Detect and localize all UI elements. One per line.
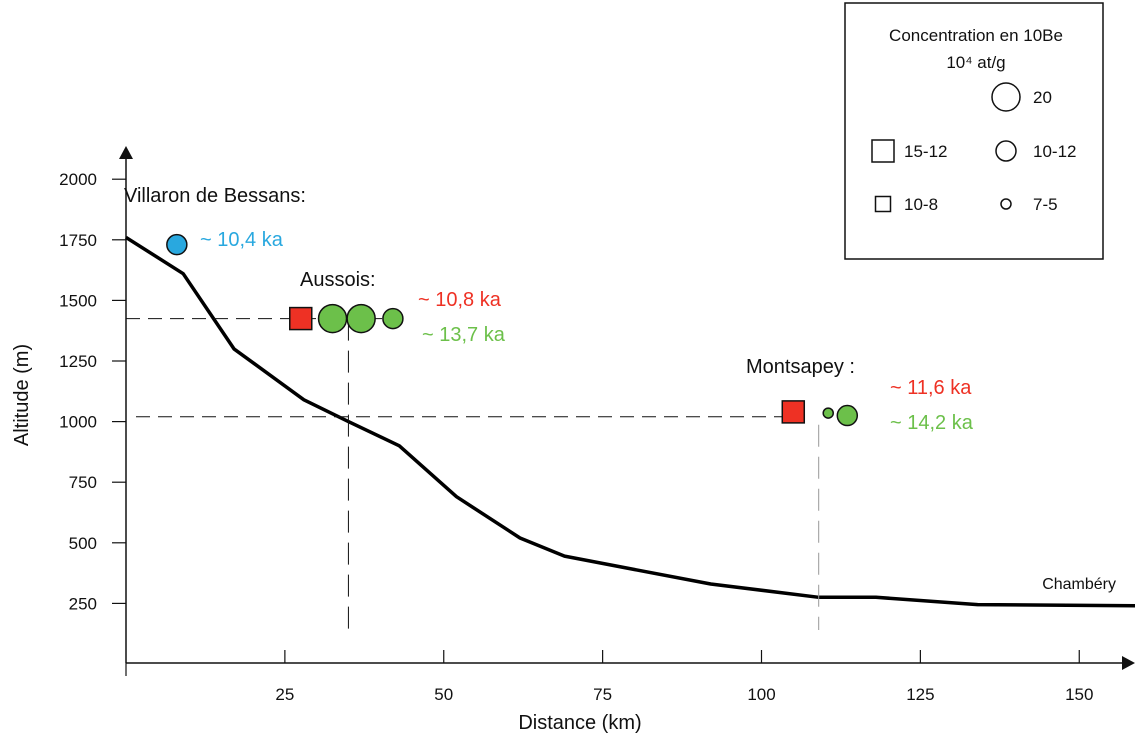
legend-circle-20 xyxy=(991,82,1021,112)
age-label-villaron: ~ 10,4 ka xyxy=(200,229,284,251)
montsapey-sample-circle xyxy=(822,407,834,419)
y-tick-label: 1750 xyxy=(59,231,97,250)
aussois-sample-circle xyxy=(346,303,376,334)
y-tick-label: 1500 xyxy=(59,291,97,310)
y-tick-label: 750 xyxy=(69,473,97,492)
y-tick-label: 2000 xyxy=(59,170,97,189)
legend-circle-10-12 xyxy=(995,140,1017,162)
legend-box xyxy=(844,2,1104,260)
y-axis-title: Altitude (m) xyxy=(11,344,33,446)
legend-square-15-12 xyxy=(871,139,895,163)
site-label-villaron: Villaron de Bessans: xyxy=(124,185,306,207)
x-axis-title: Distance (km) xyxy=(518,712,641,734)
x-tick-label: 50 xyxy=(434,685,453,704)
legend-circle-7-5 xyxy=(1000,198,1012,210)
legend-label-10-12: 10-12 xyxy=(1033,142,1076,161)
age-label-montsapey-red: ~ 11,6 ka xyxy=(890,377,972,399)
end-label-chambery: Chambéry xyxy=(1042,576,1116,593)
valley-profile-line xyxy=(125,235,1135,608)
age-label-aussois-red: ~ 10,8 ka xyxy=(418,289,502,311)
site-label-aussois: Aussois: xyxy=(300,269,376,291)
x-tick-label: 150 xyxy=(1065,685,1093,704)
legend-label-10-8: 10-8 xyxy=(904,195,938,214)
x-tick-label: 125 xyxy=(906,685,934,704)
aussois-sample-square xyxy=(289,306,313,331)
legend-unit: 10⁴ at/g xyxy=(946,53,1005,72)
y-tick-label: 500 xyxy=(69,534,97,553)
legend-square-10-8 xyxy=(874,195,892,213)
x-axis-arrow xyxy=(1122,656,1135,670)
montsapey-sample-circle xyxy=(836,404,859,427)
legend-label-15-12: 15-12 xyxy=(904,142,947,161)
aussois-sample-circle xyxy=(382,307,404,330)
y-tick-label: 1250 xyxy=(59,352,97,371)
x-tick-label: 75 xyxy=(593,685,612,704)
y-tick-label: 250 xyxy=(69,594,97,613)
age-label-montsapey-green: ~ 14,2 ka xyxy=(890,412,974,434)
age-label-aussois-green: ~ 13,7 ka xyxy=(422,324,506,346)
site-label-montsapey: Montsapey : xyxy=(746,356,855,378)
legend-label-20: 20 xyxy=(1033,88,1052,107)
aussois-sample-circle xyxy=(317,303,348,334)
montsapey-sample-square xyxy=(781,400,806,424)
legend-label-7-5: 7-5 xyxy=(1033,195,1058,214)
villaron-sample-circle xyxy=(166,233,188,256)
legend-title: Concentration en 10Be xyxy=(889,26,1063,45)
x-tick-label: 25 xyxy=(275,685,294,704)
y-tick-label: 1000 xyxy=(59,413,97,432)
x-tick-label: 100 xyxy=(747,685,775,704)
y-axis-arrow xyxy=(119,146,133,159)
